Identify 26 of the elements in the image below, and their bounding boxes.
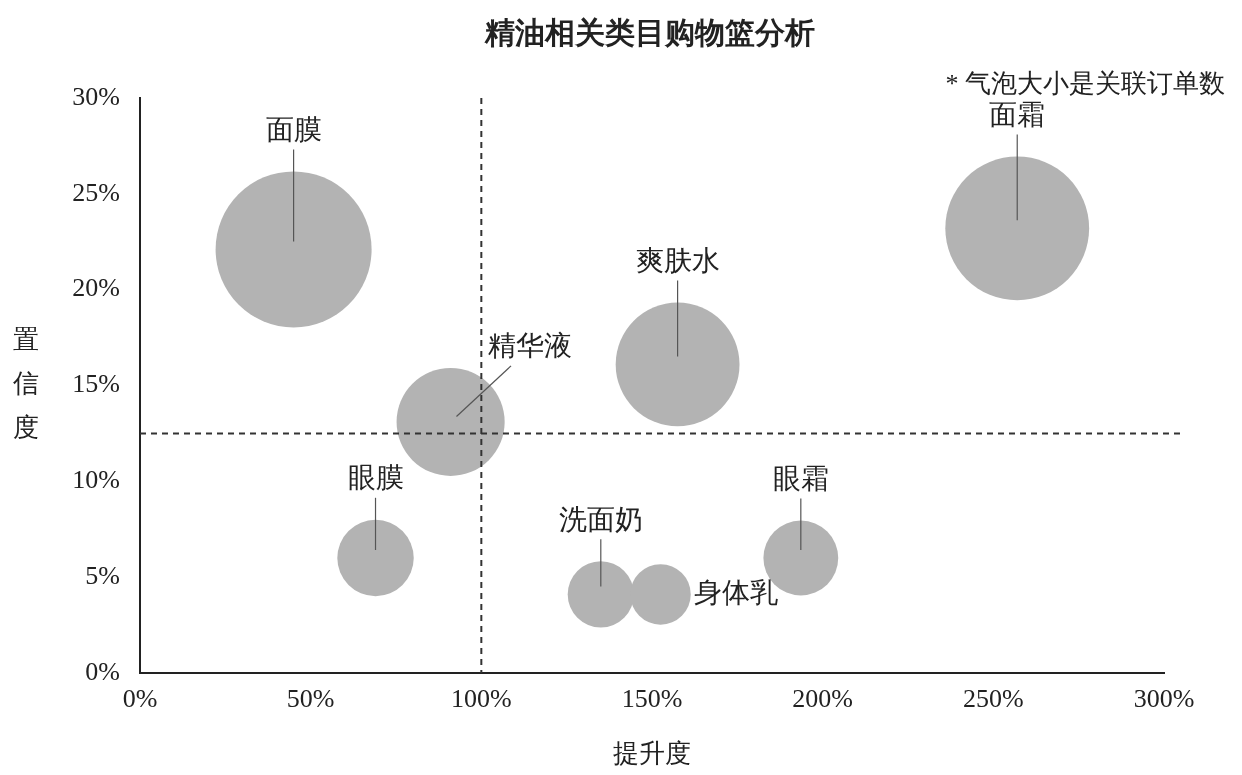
y-tick-label: 10% [72,465,120,495]
annotation: 精华液 [488,330,573,362]
x-tick-label: 0% [122,684,158,714]
x-tick-label: 100% [451,684,512,714]
annotation: 眼霜 [772,462,829,494]
annotation: * 气泡大小是关联订单数 [945,68,1225,98]
annotation: 眼膜 [347,462,404,494]
y-tick-label: 20% [72,273,120,303]
y-tick-label: 15% [72,369,120,399]
annotation: 面膜 [265,113,322,145]
annotation: 爽肤水 [635,244,720,276]
y-tick-label: 30% [72,81,120,111]
y-axis-title: 置信度 [13,324,39,442]
y-tick-label: 25% [72,177,120,207]
x-tick-label: 250% [963,684,1024,714]
chart-title: 精油相关类目购物篮分析 [484,15,815,49]
x-tick-label: 150% [621,684,683,714]
x-tick-label: 300% [1133,684,1195,714]
annotation: 面霜 [989,98,1046,130]
y-tick-label: 0% [85,656,120,686]
x-tick-label: 200% [792,684,853,714]
y-tick-label: 5% [85,560,120,590]
x-tick-label: 50% [286,684,335,714]
annotation: 洗面奶 [558,503,643,535]
annotation: 身体乳 [693,576,778,608]
x-axis-title: 提升度 [613,738,691,768]
